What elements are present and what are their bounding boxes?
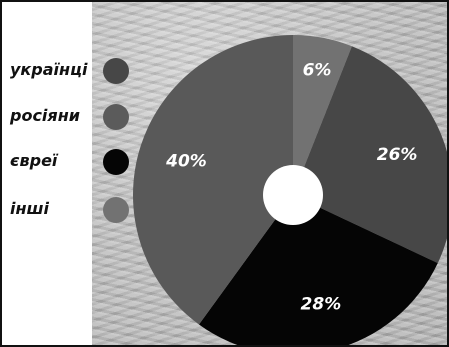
legend: українці росіяни євреї інші — [2, 2, 142, 345]
legend-swatch — [103, 197, 129, 223]
legend-label: євреї — [10, 151, 58, 170]
legend-swatch — [103, 149, 129, 175]
slice-ukrainians — [293, 46, 447, 264]
donut-hole — [263, 165, 323, 225]
slice-label-ukrainians: 26% — [377, 145, 418, 165]
legend-item-russians: росіяни — [2, 102, 142, 132]
legend-label: українці — [10, 60, 88, 79]
legend-label: росіяни — [10, 106, 80, 125]
legend-swatch — [103, 104, 129, 130]
slice-label-others: 6% — [303, 60, 332, 80]
legend-item-ukrainians: українці — [2, 56, 142, 86]
legend-swatch — [103, 58, 129, 84]
pie-chart: 6% 26% 28% 40% — [132, 35, 447, 345]
legend-item-jews: євреї — [2, 147, 142, 177]
slice-label-russians: 28% — [301, 295, 342, 315]
slice-others — [293, 35, 352, 195]
slice-russians — [198, 195, 438, 345]
slice-label-jews: 40% — [165, 151, 207, 171]
slice-jews — [132, 35, 293, 325]
legend-label: інші — [10, 199, 50, 218]
legend-item-others: інші — [2, 195, 142, 225]
